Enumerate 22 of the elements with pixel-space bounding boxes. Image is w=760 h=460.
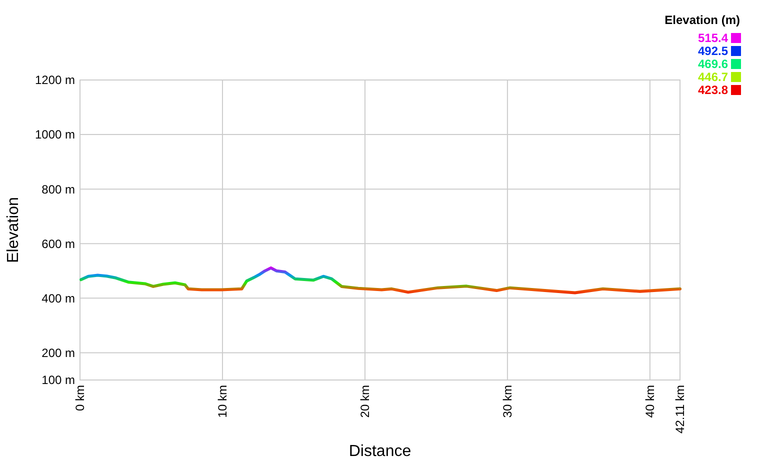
color-bar-label: 469.6 (698, 57, 728, 71)
y-tick-label: 800 m (42, 182, 75, 196)
x-tick-label: 30 km (500, 385, 515, 418)
color-bar-label: 446.7 (698, 70, 728, 84)
x-tick-label: 20 km (358, 385, 372, 418)
color-bar-label: 492.5 (698, 44, 728, 58)
y-tick-label: 100 m (42, 373, 75, 388)
y-tick-label: 1200 m (34, 73, 75, 88)
color-bar-label: 423.8 (698, 83, 728, 97)
x-tick-label: 40 km (643, 385, 658, 418)
color-bar-label: 515.4 (698, 31, 728, 45)
y-tick-label: 200 m (42, 346, 75, 360)
x-axis-title: Distance (348, 443, 412, 460)
x-tick-label: 0 km (73, 385, 88, 412)
color-bar-title: Elevation (m) (664, 13, 740, 27)
x-tick-label: 42.11 km (673, 384, 688, 434)
y-tick-label: 600 m (42, 236, 75, 251)
y-axis-title: Elevation (5, 197, 22, 263)
y-tick-label: 400 m (42, 291, 75, 306)
x-tick-label: 10 km (216, 385, 230, 418)
line-series (79, 266, 682, 294)
y-tick-label: 1000 m (34, 128, 75, 142)
